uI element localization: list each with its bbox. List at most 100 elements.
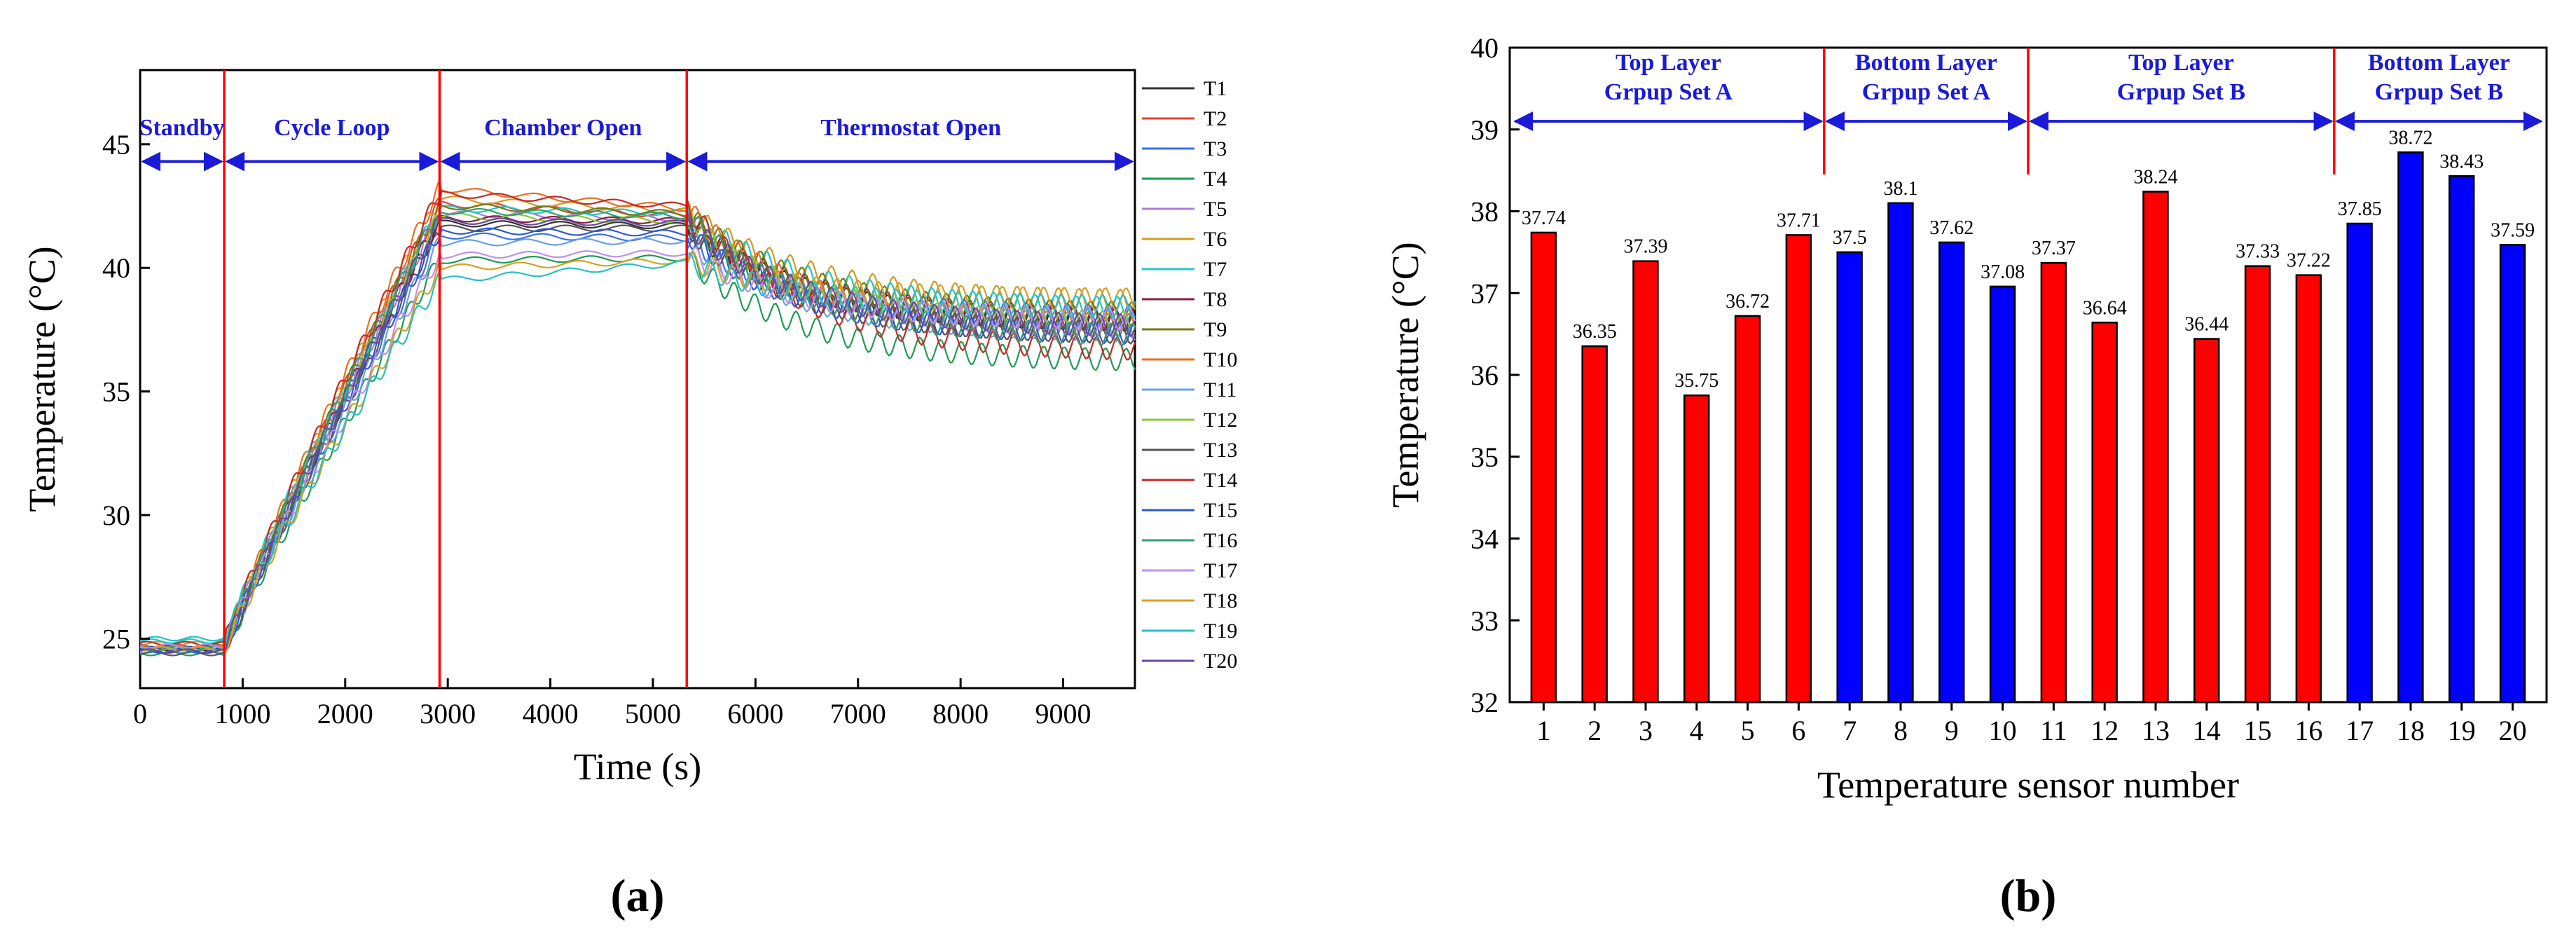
- panel-a-y-axis-label: Temperature (°C): [21, 246, 63, 512]
- x-tick-label: 12: [2091, 715, 2119, 746]
- legend-label-t14: T14: [1204, 469, 1237, 492]
- x-tick-label: 17: [2346, 715, 2374, 746]
- bar-sensor-6: [1785, 234, 1812, 704]
- series-line-t11: [139, 233, 1136, 654]
- legend-label-t1: T1: [1204, 77, 1227, 100]
- y-tick-label: 40: [102, 252, 130, 284]
- y-tick-label: 45: [102, 129, 130, 160]
- panel-b-bar-chart: 37.7436.3537.3935.7536.7237.7137.538.137…: [1384, 32, 2548, 921]
- x-tick-label: 3000: [420, 698, 476, 729]
- legend-label-t19: T19: [1204, 619, 1237, 643]
- series-line-t10: [139, 177, 1136, 649]
- series-line-t2: [139, 197, 1136, 654]
- phase-label: Standby: [140, 115, 225, 141]
- group-label-line2: Grpup Set B: [2117, 79, 2245, 105]
- series-line-t7: [139, 205, 1136, 644]
- bar-value-label: 37.37: [2032, 238, 2076, 259]
- series-line-t12: [139, 212, 1136, 652]
- series-line-t20: [139, 210, 1136, 654]
- legend-label-t4: T4: [1204, 167, 1227, 191]
- legend-label-t9: T9: [1204, 318, 1227, 341]
- y-tick-label: 30: [102, 500, 130, 531]
- series-line-t9: [139, 196, 1136, 653]
- y-tick-label: 38: [1470, 196, 1499, 228]
- y-tick-label: 36: [1470, 359, 1499, 391]
- x-tick-label: 6000: [727, 698, 783, 729]
- x-tick-label: 16: [2294, 715, 2322, 746]
- x-tick-label: 19: [2448, 715, 2476, 746]
- x-tick-label: 15: [2244, 715, 2272, 746]
- panel-a-x-ticks: 0 1000 2000 3000 4000 5000 6000 7000 8000 9000: [133, 678, 1091, 729]
- legend-label-t20: T20: [1204, 650, 1237, 673]
- bar-value-label: 38.24: [2134, 166, 2178, 188]
- bar-sensor-2: [1581, 345, 1608, 704]
- bar-value-label: 37.71: [1777, 210, 1821, 231]
- group-label-line1: Bottom Layer: [1855, 50, 1997, 76]
- bar-sensor-4: [1683, 394, 1710, 704]
- panel-b-x-ticks: 1 2 3 4 5 6 7 8 9 10 11 12 13 14 15 16 17 18 19 20: [1536, 702, 2527, 746]
- bar-sensor-10: [1989, 285, 2016, 704]
- bar-value-label: 37.62: [1929, 217, 1974, 239]
- x-tick-label: 8: [1894, 715, 1908, 746]
- x-tick-label: 4000: [523, 698, 579, 729]
- y-tick-label: 34: [1470, 523, 1499, 555]
- bar-value-label: 37.39: [1624, 236, 1668, 258]
- group-label-line1: Bottom Layer: [2368, 50, 2510, 76]
- bar-value-label: 37.08: [1981, 261, 2025, 283]
- legend-label-t7: T7: [1204, 258, 1227, 281]
- panel-a-phase-lines: [223, 70, 689, 688]
- legend-label-t2: T2: [1204, 107, 1227, 130]
- panel-a-line-chart: Standby Cycle Loop Chamber Open Thermostat …: [21, 69, 1237, 921]
- bar-sensor-12: [2091, 322, 2118, 704]
- series-line-t4: [139, 251, 1136, 657]
- panel-a-frame: [139, 69, 1136, 690]
- x-tick-label: 7: [1843, 715, 1857, 746]
- legend-label-t11: T11: [1204, 378, 1237, 402]
- bar-sensor-3: [1632, 260, 1659, 704]
- legend-label-t16: T16: [1204, 529, 1237, 552]
- bar-sensor-8: [1887, 202, 1914, 704]
- bar-sensor-18: [2397, 151, 2424, 704]
- bar-sensor-16: [2295, 274, 2322, 704]
- legend-label-t18: T18: [1204, 589, 1237, 612]
- x-tick-label: 1000: [214, 698, 270, 729]
- x-tick-label: 9000: [1035, 698, 1091, 729]
- y-tick-label: 37: [1470, 277, 1499, 309]
- series-line-t18: [139, 251, 1136, 653]
- legend-label-t10: T10: [1204, 348, 1237, 371]
- group-label-line2: Grpup Set A: [1604, 79, 1733, 105]
- x-tick-label: 1: [1536, 715, 1550, 746]
- bar-value-label: 36.72: [1726, 291, 1770, 313]
- x-tick-label: 18: [2397, 715, 2425, 746]
- y-tick-label: 39: [1470, 114, 1499, 146]
- legend-label-t3: T3: [1204, 137, 1227, 160]
- y-tick-label: 32: [1470, 687, 1499, 718]
- legend-label-t13: T13: [1204, 439, 1237, 462]
- y-tick-label: 25: [102, 623, 130, 654]
- x-tick-label: 14: [2193, 715, 2221, 746]
- bar-sensor-11: [2040, 261, 2067, 704]
- bar-value-label: 37.33: [2236, 241, 2280, 263]
- y-tick-label: 35: [1470, 441, 1499, 473]
- bar-sensor-13: [2142, 191, 2169, 704]
- group-label-line1: Top Layer: [1616, 50, 1721, 76]
- bar-value-label: 36.35: [1573, 321, 1617, 343]
- panel-a-series-lines: [139, 177, 1136, 657]
- x-tick-label: 7000: [830, 698, 886, 729]
- x-tick-label: 5000: [625, 698, 681, 729]
- x-tick-label: 3: [1639, 715, 1653, 746]
- x-tick-label: 13: [2142, 715, 2170, 746]
- group-label-line1: Top Layer: [2128, 50, 2234, 76]
- panel-b-y-axis-label: Temperature (°C): [1384, 242, 1426, 507]
- panel-a-phase-labels: Standby Cycle Loop Chamber Open Thermostat …: [140, 115, 1134, 172]
- legend-label-t5: T5: [1204, 198, 1227, 221]
- panel-b-value-labels: 37.74 36.35 37.39 35.75 36.72 37.71 37.5 38.1 37…: [1522, 127, 2535, 392]
- bar-value-label: 35.75: [1674, 370, 1719, 392]
- bar-value-label: 38.72: [2389, 127, 2433, 149]
- panel-b-group-annotations: Top Layer Grpup Set A Bottom Layer Grpup Se…: [1513, 48, 2543, 174]
- bar-sensor-20: [2499, 244, 2526, 704]
- bar-sensor-14: [2193, 338, 2220, 704]
- x-tick-label: 9: [1945, 715, 1959, 746]
- panel-a-legend: T1 T2 T3 T4 T5 T6 T7 T8 T9 T10 T11 T12 T13 T14 T15 T16 T…: [1142, 77, 1237, 673]
- x-tick-label: 8000: [932, 698, 989, 729]
